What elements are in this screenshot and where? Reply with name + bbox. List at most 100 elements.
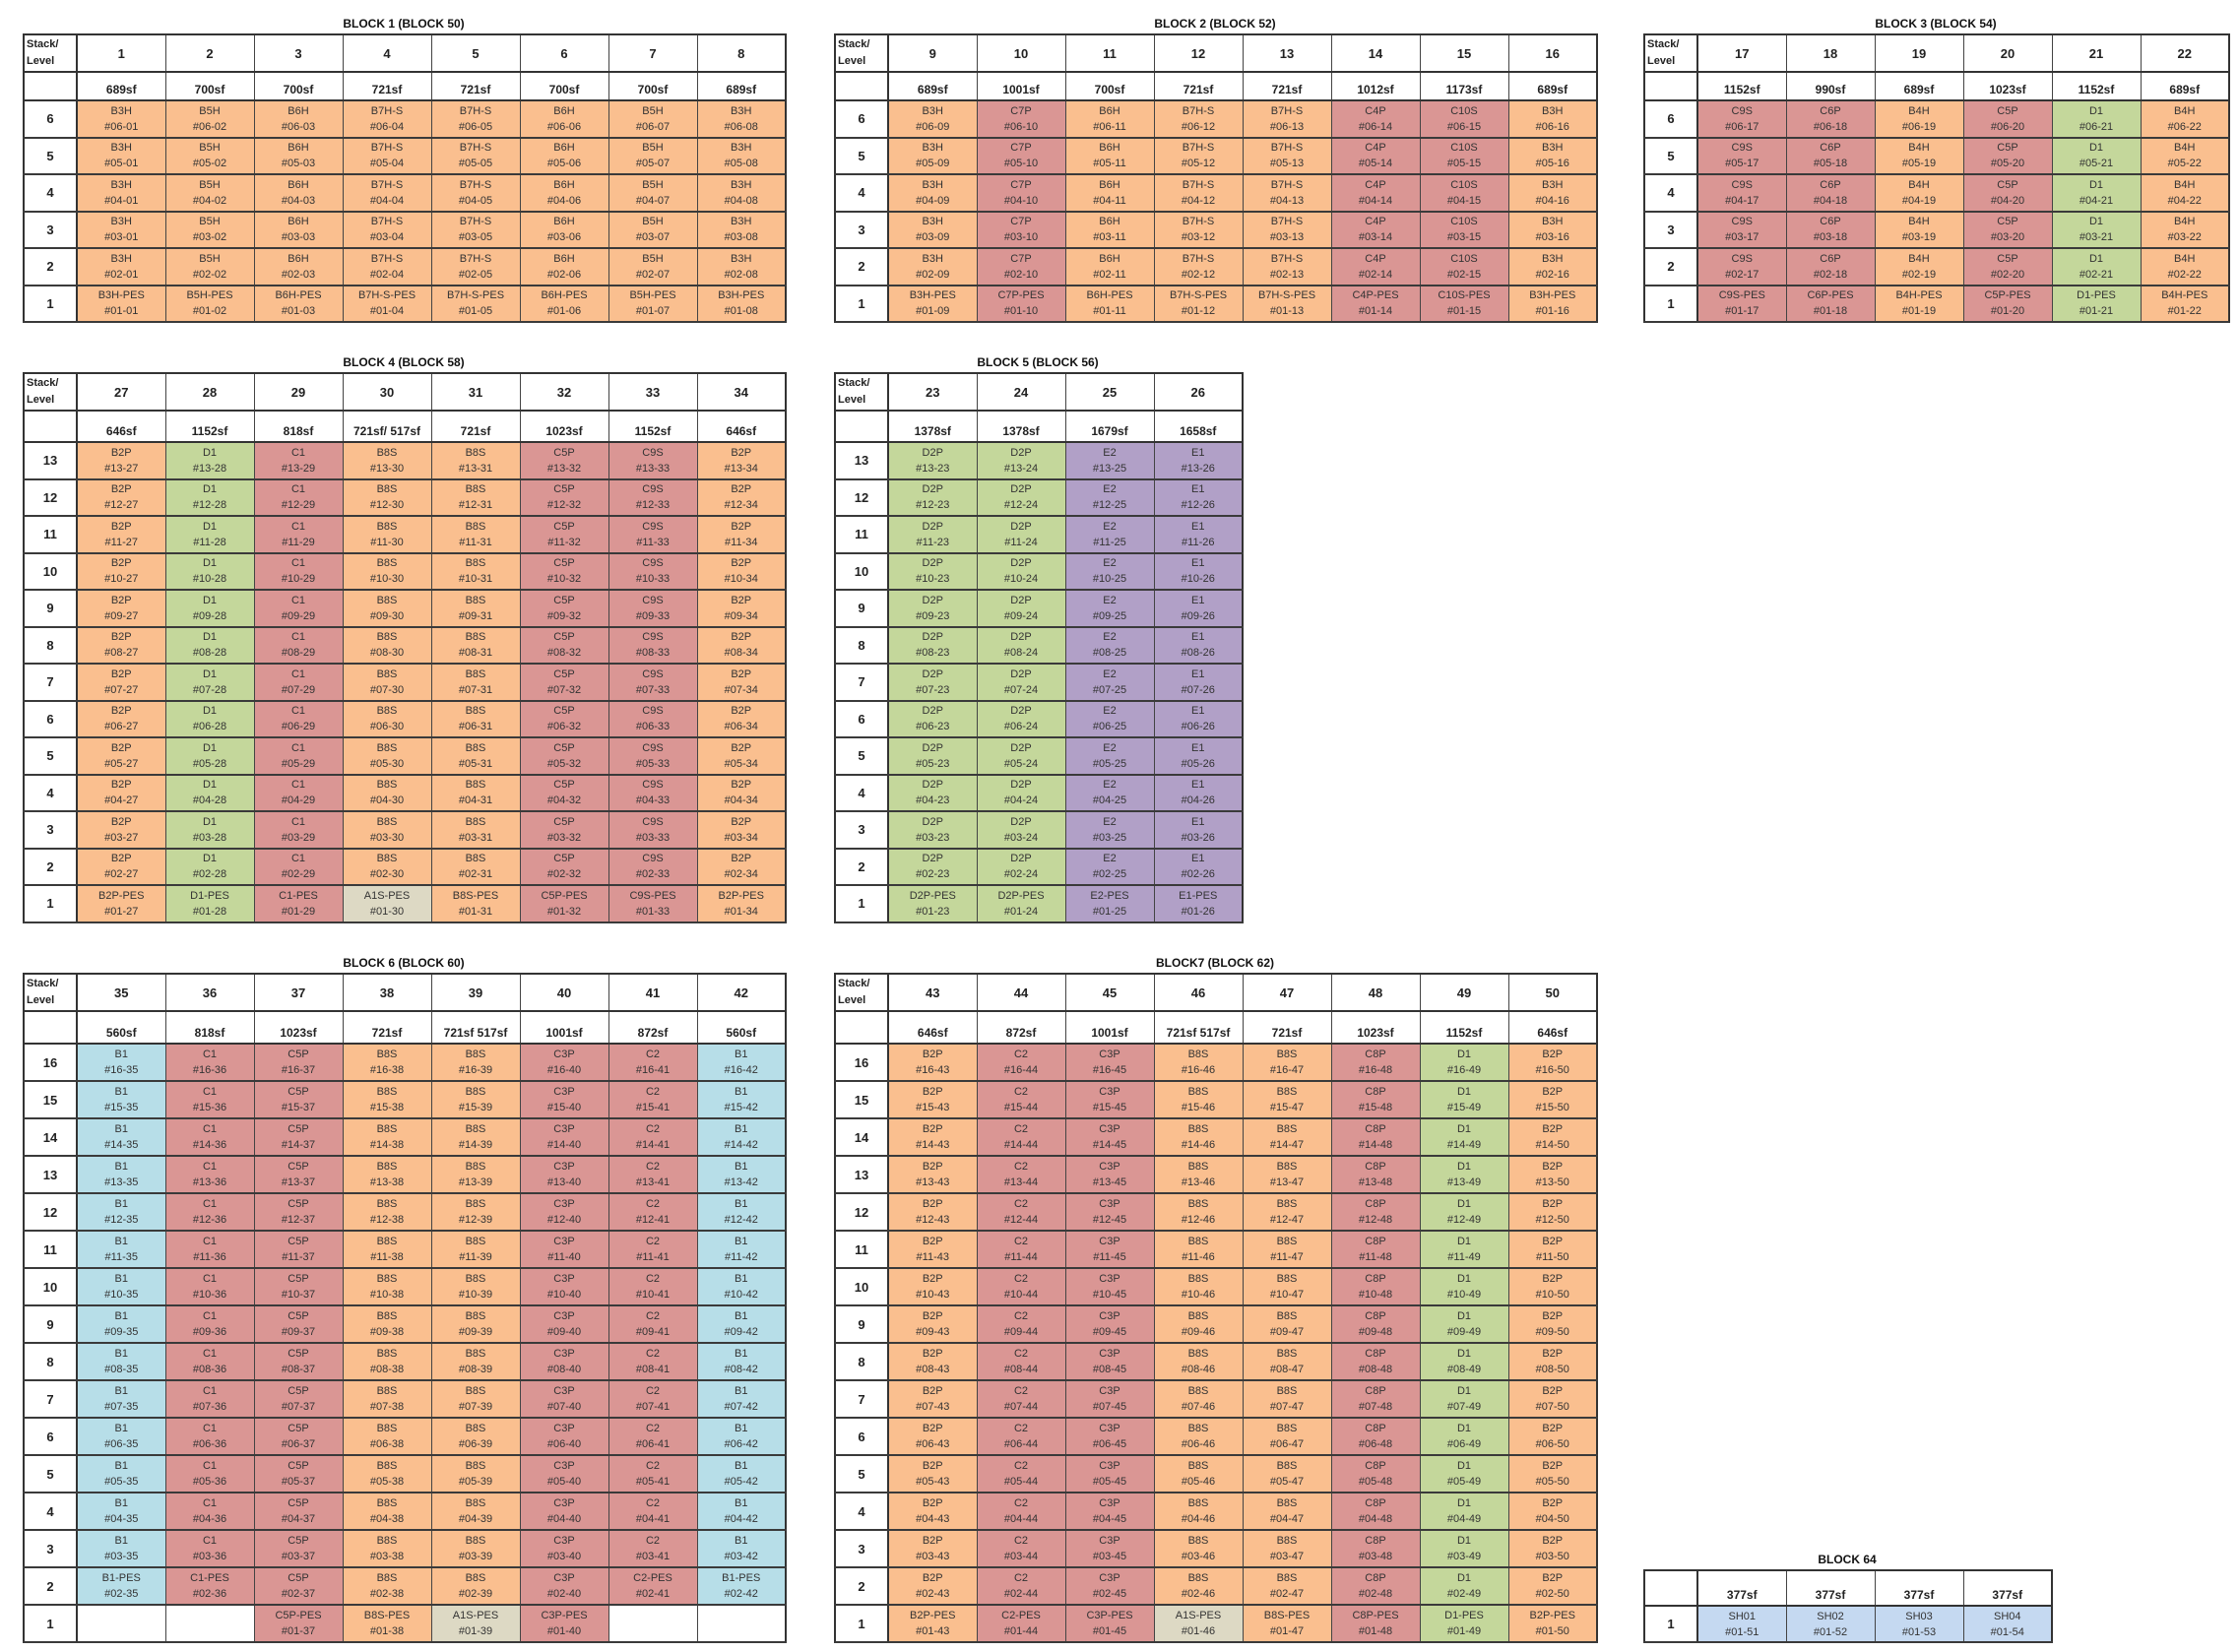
unit-cell[interactable]: D2P #04-24 bbox=[976, 774, 1066, 812]
unit-cell[interactable]: D2P #11-23 bbox=[887, 515, 978, 554]
unit-cell[interactable]: C3P #11-45 bbox=[1064, 1230, 1155, 1269]
unit-cell[interactable]: C1 #15-36 bbox=[164, 1080, 255, 1119]
unit-cell[interactable]: C3P #02-40 bbox=[519, 1566, 609, 1606]
unit-cell[interactable]: B3H-PES #01-16 bbox=[1507, 285, 1598, 323]
unit-cell[interactable]: B2P-PES #01-50 bbox=[1507, 1604, 1598, 1643]
unit-cell[interactable]: D1 #13-49 bbox=[1419, 1155, 1509, 1194]
unit-cell[interactable]: C1 #08-36 bbox=[164, 1342, 255, 1381]
unit-cell[interactable]: B8S #03-31 bbox=[430, 810, 521, 850]
unit-cell[interactable]: D1-PES #01-28 bbox=[164, 884, 255, 923]
unit-cell[interactable]: C7P #03-10 bbox=[976, 211, 1066, 249]
unit-cell[interactable]: C5P #03-37 bbox=[253, 1529, 344, 1568]
unit-cell[interactable]: C2 #03-41 bbox=[608, 1529, 698, 1568]
unit-cell[interactable]: B8S #12-39 bbox=[430, 1192, 521, 1232]
unit-cell[interactable]: C3P #13-40 bbox=[519, 1155, 609, 1194]
unit-cell[interactable]: B8S #09-31 bbox=[430, 589, 521, 628]
unit-cell[interactable]: E2 #04-25 bbox=[1064, 774, 1155, 812]
unit-cell[interactable]: B7H-S #06-13 bbox=[1242, 99, 1332, 139]
unit-cell[interactable]: D1 #06-21 bbox=[2051, 99, 2142, 139]
unit-cell[interactable]: C3P #03-45 bbox=[1064, 1529, 1155, 1568]
unit-cell[interactable]: C9S #12-33 bbox=[608, 478, 698, 517]
unit-cell[interactable]: C8P #12-48 bbox=[1330, 1192, 1421, 1232]
unit-cell[interactable]: B2P #09-43 bbox=[887, 1304, 978, 1344]
unit-cell[interactable]: C5P-PES #01-32 bbox=[519, 884, 609, 923]
unit-cell[interactable]: B1 #08-35 bbox=[76, 1342, 166, 1381]
unit-cell[interactable]: B5H #02-02 bbox=[164, 247, 255, 286]
unit-cell[interactable]: B8S-PES #01-31 bbox=[430, 884, 521, 923]
unit-cell[interactable]: B6H #04-03 bbox=[253, 173, 344, 213]
unit-cell[interactable]: B1 #14-42 bbox=[696, 1117, 787, 1157]
unit-cell[interactable]: B2P #03-43 bbox=[887, 1529, 978, 1568]
unit-cell[interactable]: D2P #05-24 bbox=[976, 736, 1066, 776]
unit-cell[interactable]: C2 #04-44 bbox=[976, 1492, 1066, 1531]
unit-cell[interactable]: C5P #15-37 bbox=[253, 1080, 344, 1119]
unit-cell[interactable]: D1 #13-28 bbox=[164, 441, 255, 480]
unit-cell[interactable]: B1 #10-35 bbox=[76, 1267, 166, 1306]
unit-cell[interactable]: C5P #16-37 bbox=[253, 1043, 344, 1082]
unit-cell[interactable]: B8S #10-46 bbox=[1153, 1267, 1244, 1306]
unit-cell[interactable]: C5P #09-37 bbox=[253, 1304, 344, 1344]
unit-cell[interactable]: D1 #12-49 bbox=[1419, 1192, 1509, 1232]
unit-cell[interactable]: C6P #03-18 bbox=[1785, 211, 1876, 249]
unit-cell[interactable]: C2 #09-41 bbox=[608, 1304, 698, 1344]
unit-cell[interactable]: B8S #13-46 bbox=[1153, 1155, 1244, 1194]
unit-cell[interactable]: C5P-PES #01-20 bbox=[1962, 285, 2053, 323]
unit-cell[interactable]: B2P #09-34 bbox=[696, 589, 787, 628]
unit-cell[interactable]: D2P #12-24 bbox=[976, 478, 1066, 517]
unit-cell[interactable]: C7P #04-10 bbox=[976, 173, 1066, 213]
unit-cell[interactable]: B8S #13-30 bbox=[342, 441, 432, 480]
unit-cell[interactable]: C1 #10-29 bbox=[253, 552, 344, 591]
unit-cell[interactable]: B5H #04-02 bbox=[164, 173, 255, 213]
unit-cell[interactable]: D2P #13-24 bbox=[976, 441, 1066, 480]
unit-cell[interactable]: B3H #06-09 bbox=[887, 99, 978, 139]
unit-cell[interactable]: B5H-PES #01-07 bbox=[608, 285, 698, 323]
unit-cell[interactable]: B8S #09-46 bbox=[1153, 1304, 1244, 1344]
unit-cell[interactable]: B8S #03-47 bbox=[1242, 1529, 1332, 1568]
unit-cell[interactable]: E2-PES #01-25 bbox=[1064, 884, 1155, 923]
unit-cell[interactable]: B8S #11-47 bbox=[1242, 1230, 1332, 1269]
unit-cell[interactable]: B7H-S #02-04 bbox=[342, 247, 432, 286]
unit-cell[interactable]: D1-PES #01-49 bbox=[1419, 1604, 1509, 1643]
unit-cell[interactable]: B2P #08-43 bbox=[887, 1342, 978, 1381]
unit-cell[interactable]: B8S #03-38 bbox=[342, 1529, 432, 1568]
unit-cell[interactable]: B2P #03-27 bbox=[76, 810, 166, 850]
unit-cell[interactable]: B2P #07-50 bbox=[1507, 1379, 1598, 1419]
unit-cell[interactable]: B8S #04-47 bbox=[1242, 1492, 1332, 1531]
unit-cell[interactable]: B8S #10-38 bbox=[342, 1267, 432, 1306]
unit-cell[interactable]: B6H #06-03 bbox=[253, 99, 344, 139]
unit-cell[interactable]: B2P #07-27 bbox=[76, 663, 166, 702]
unit-cell[interactable]: C4P #03-14 bbox=[1330, 211, 1421, 249]
unit-cell[interactable]: E2 #02-25 bbox=[1064, 848, 1155, 886]
unit-cell[interactable]: D2P #02-23 bbox=[887, 848, 978, 886]
unit-cell[interactable]: B3H #05-09 bbox=[887, 137, 978, 175]
unit-cell[interactable]: B8S #05-30 bbox=[342, 736, 432, 776]
unit-cell[interactable]: D2P #07-23 bbox=[887, 663, 978, 702]
unit-cell[interactable]: E1 #07-26 bbox=[1153, 663, 1244, 702]
unit-cell[interactable]: B1 #07-35 bbox=[76, 1379, 166, 1419]
unit-cell[interactable]: B3H #02-01 bbox=[76, 247, 166, 286]
unit-cell[interactable]: B7H-S-PES #01-05 bbox=[430, 285, 521, 323]
unit-cell[interactable]: B3H #06-08 bbox=[696, 99, 787, 139]
unit-cell[interactable]: B6H #02-06 bbox=[519, 247, 609, 286]
unit-cell[interactable]: C5P #07-32 bbox=[519, 663, 609, 702]
unit-cell[interactable]: B2P #09-50 bbox=[1507, 1304, 1598, 1344]
unit-cell[interactable]: E1 #06-26 bbox=[1153, 700, 1244, 738]
unit-cell[interactable]: B8S #12-30 bbox=[342, 478, 432, 517]
unit-cell[interactable]: B6H #03-11 bbox=[1064, 211, 1155, 249]
unit-cell[interactable]: B2P #04-34 bbox=[696, 774, 787, 812]
unit-cell[interactable]: B2P #05-43 bbox=[887, 1454, 978, 1493]
unit-cell[interactable]: B8S #02-39 bbox=[430, 1566, 521, 1606]
unit-cell[interactable]: B8S #03-39 bbox=[430, 1529, 521, 1568]
unit-cell[interactable]: B8S #08-39 bbox=[430, 1342, 521, 1381]
unit-cell[interactable]: B7H-S #04-13 bbox=[1242, 173, 1332, 213]
unit-cell[interactable]: C7P #02-10 bbox=[976, 247, 1066, 286]
unit-cell[interactable]: B5H #03-07 bbox=[608, 211, 698, 249]
unit-cell[interactable]: E2 #05-25 bbox=[1064, 736, 1155, 776]
unit-cell[interactable]: B7H-S #04-12 bbox=[1153, 173, 1244, 213]
unit-cell[interactable]: E2 #13-25 bbox=[1064, 441, 1155, 480]
unit-cell[interactable]: B8S #14-46 bbox=[1153, 1117, 1244, 1157]
unit-cell[interactable]: B8S #05-47 bbox=[1242, 1454, 1332, 1493]
unit-cell[interactable]: B5H #05-07 bbox=[608, 137, 698, 175]
unit-cell[interactable]: C3P #08-40 bbox=[519, 1342, 609, 1381]
unit-cell[interactable]: B8S #06-39 bbox=[430, 1417, 521, 1456]
